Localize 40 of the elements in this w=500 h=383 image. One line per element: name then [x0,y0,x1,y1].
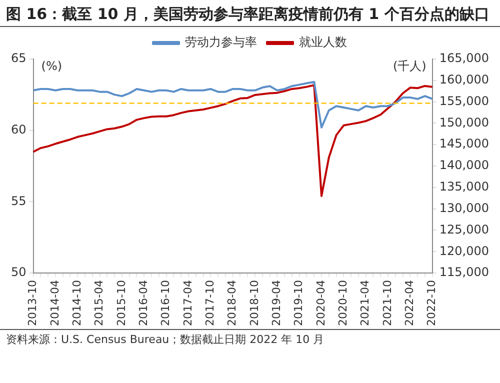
x-tick-label: 2018-04 [226,280,239,326]
y-axis-title: (%) [41,59,62,74]
y2-axis-title: (千人) [393,59,426,74]
x-tick-label: 2022-10 [425,280,438,326]
y-tick-label: 50 [10,265,26,280]
y-tick-label: 55 [10,194,26,208]
x-tick-label: 2017-04 [181,280,194,326]
y2-tick-label: 165,000 [439,51,489,66]
x-tick-label: 2017-10 [204,280,217,326]
x-tick-label: 2014-10 [70,280,84,326]
y2-tick-label: 140,000 [439,158,489,172]
x-tick-label: 2018-10 [248,280,261,326]
x-tick-label: 2015-04 [92,280,106,326]
x-tick-label: 2016-04 [136,280,150,326]
y-tick-label: 65 [10,51,26,66]
y-tick-label: 60 [10,122,26,136]
x-tick-label: 2022-04 [403,280,416,326]
y2-tick-label: 135,000 [439,180,489,194]
legend-label: 劳动力参与率 [185,35,257,50]
x-tick-label: 2021-10 [380,280,394,326]
y2-tick-label: 120,000 [439,244,489,258]
y2-tick-label: 115,000 [439,265,489,280]
x-tick-label: 2013-10 [26,280,40,326]
x-tick-label: 2014-04 [48,280,62,326]
x-tick-label: 2019-10 [292,280,306,326]
x-tick-label: 2016-10 [159,280,172,326]
y2-tick-label: 125,000 [439,222,489,236]
text: 资料来源：U.S. Census Bureau；数据截止日期 2022 年 10 月 [0,329,500,349]
x-tick-label: 2020-10 [336,280,350,326]
y2-tick-label: 130,000 [439,200,489,215]
chart-title: 图 16：截至 10 月，美国劳动参与率距离疫情前仍有 1 个百分点的缺口 [0,0,500,27]
legend-label: 就业人数 [299,35,347,50]
x-tick-label: 2020-04 [314,280,328,326]
y2-tick-label: 155,000 [439,94,489,108]
x-tick-label: 2021-04 [358,280,372,326]
y2-tick-label: 145,000 [439,136,489,151]
y2-tick-label: 160,000 [439,72,489,87]
x-tick-label: 2015-10 [114,280,128,326]
y2-tick-label: 150,000 [439,115,489,130]
x-tick-label: 2019-04 [270,280,284,326]
